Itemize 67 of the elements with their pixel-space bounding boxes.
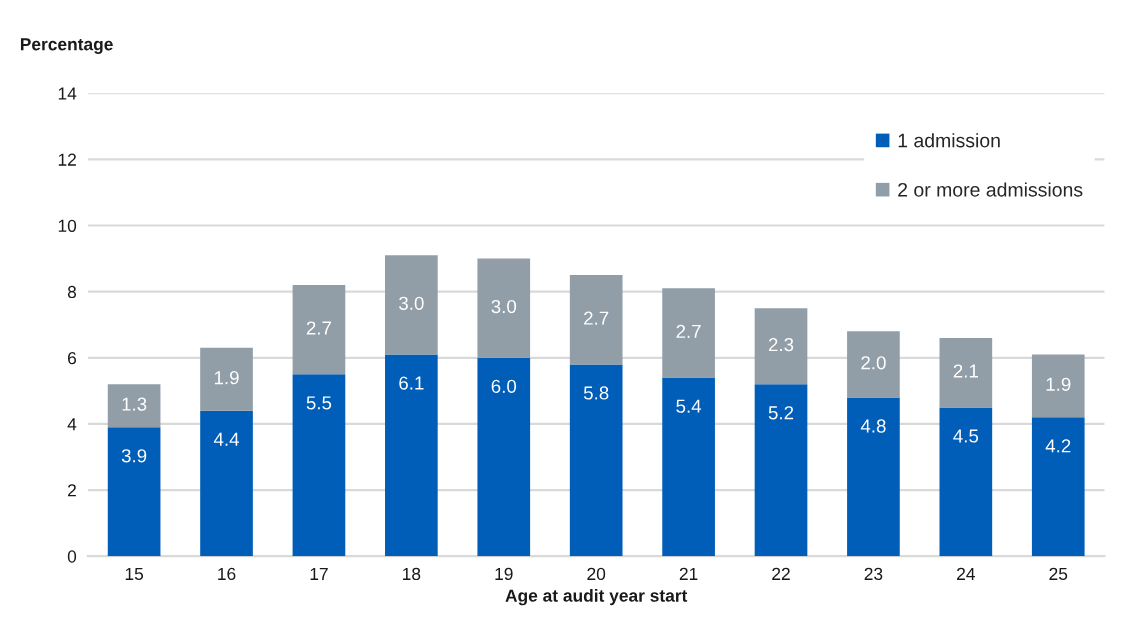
data-label: 1.9 — [1046, 377, 1071, 391]
data-label: 5.4 — [676, 399, 702, 413]
bar — [569, 364, 623, 557]
data-label: 2.7 — [676, 324, 701, 338]
x-tick-label: 17 — [310, 567, 328, 580]
data-label: 2.7 — [306, 321, 332, 335]
data-label: 5.2 — [768, 406, 794, 420]
data-label: 2.0 — [861, 356, 886, 370]
y-tick-label: 10 — [58, 219, 77, 232]
bar — [385, 255, 438, 355]
data-label: 6.1 — [399, 376, 424, 390]
bar — [662, 377, 715, 557]
bar — [477, 258, 531, 358]
bar — [292, 285, 346, 375]
bar — [847, 397, 900, 557]
data-label: 4.5 — [953, 429, 979, 443]
bar — [754, 384, 808, 557]
data-label: 5.5 — [306, 396, 332, 410]
bar — [292, 374, 346, 557]
x-tick-label: 15 — [125, 567, 144, 581]
bar — [1031, 354, 1085, 418]
bar — [477, 357, 531, 557]
y-tick-label: 6 — [68, 351, 77, 365]
y-axis-title: Percentage — [20, 38, 113, 54]
bar — [847, 331, 900, 398]
bar — [754, 308, 808, 385]
data-label: 2.7 — [584, 311, 609, 325]
x-tick-label: 18 — [403, 567, 421, 581]
data-label: 1.3 — [122, 397, 147, 411]
x-tick-label: 21 — [679, 567, 698, 580]
bar — [569, 275, 623, 365]
x-tick-label: 25 — [1049, 567, 1068, 581]
bar — [939, 337, 993, 408]
data-label: 1.9 — [214, 371, 239, 385]
bar — [385, 354, 438, 557]
data-label: 4.8 — [860, 419, 886, 433]
y-tick-label: 4 — [67, 418, 77, 431]
data-label: 6.0 — [491, 379, 517, 393]
bar — [200, 410, 253, 557]
bar — [107, 427, 161, 557]
y-tick-label: 2 — [68, 484, 76, 497]
x-tick-label: 16 — [218, 567, 236, 581]
x-tick-label: 24 — [957, 567, 975, 580]
data-label: 2.3 — [768, 337, 794, 352]
y-tick-label: 14 — [58, 87, 77, 100]
x-tick-label: 19 — [495, 567, 513, 581]
data-label: 3.9 — [121, 449, 147, 463]
y-tick-label: 12 — [58, 153, 76, 166]
data-label: 5.8 — [583, 386, 609, 400]
bar — [200, 347, 253, 411]
x-axis-title: Age at audit year start — [505, 589, 688, 606]
legend-label: 2 or more admissions — [898, 182, 1083, 197]
data-label: 4.4 — [213, 432, 240, 446]
data-label: 3.0 — [491, 299, 517, 314]
data-label: 4.2 — [1045, 439, 1071, 453]
legend-label: 1 admission — [898, 133, 1000, 148]
y-tick-label: 0 — [67, 550, 77, 563]
bar — [939, 407, 993, 557]
bar — [107, 384, 161, 428]
bar — [662, 288, 715, 378]
x-tick-label: 22 — [772, 567, 790, 580]
x-tick-label: 23 — [864, 567, 883, 581]
x-tick-label: 20 — [587, 567, 606, 581]
bar — [1031, 417, 1085, 557]
data-label: 2.1 — [953, 364, 978, 378]
data-label: 3.0 — [399, 296, 424, 310]
y-tick-label: 8 — [67, 285, 77, 299]
